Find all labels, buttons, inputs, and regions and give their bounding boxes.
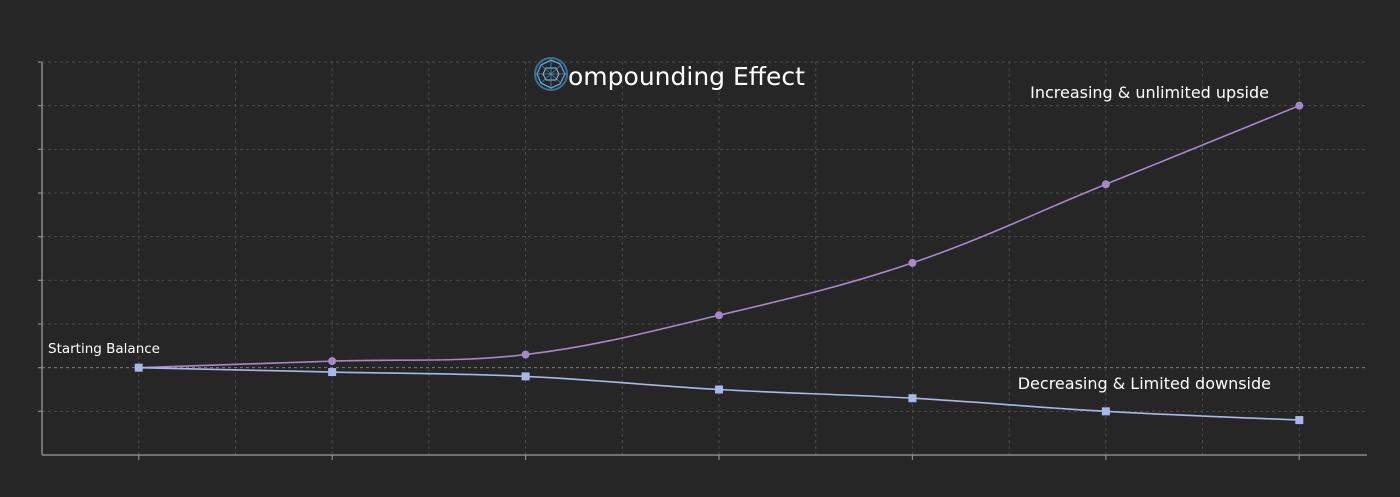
- series-2-point: [328, 368, 337, 377]
- downside-annotation: Decreasing & Limited downside: [1018, 374, 1271, 393]
- series-1-point: [715, 311, 724, 320]
- series-2-point: [521, 372, 530, 381]
- series-2-point: [134, 363, 143, 372]
- series: [134, 101, 1304, 425]
- series-2-point: [1101, 407, 1110, 416]
- series-1-point: [521, 350, 530, 359]
- upside-annotation: Increasing & unlimited upside: [1030, 83, 1269, 102]
- series-2-point: [715, 385, 724, 394]
- axes: [38, 61, 1367, 460]
- series-1-point: [1101, 180, 1110, 189]
- series-1-point: [1295, 101, 1304, 110]
- chart-title: ompounding Effect: [568, 62, 805, 91]
- series-1-point: [908, 258, 917, 267]
- start-annotation: Starting Balance: [48, 341, 160, 357]
- series-1-point: [328, 357, 337, 366]
- series-2-point: [908, 394, 917, 403]
- logo-icon: [534, 57, 568, 91]
- series-2-point: [1295, 416, 1304, 425]
- grid: [42, 61, 1367, 455]
- chart-title-group: C ompounding Effect: [534, 57, 805, 91]
